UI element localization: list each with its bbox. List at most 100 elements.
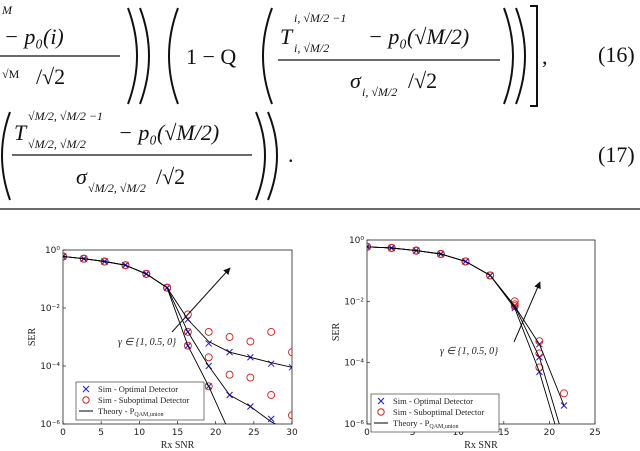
marker-circle <box>142 269 151 278</box>
legend-label: Theory - PQAM,union <box>393 418 459 430</box>
y-tick-label: 10⁻⁶ <box>40 420 60 430</box>
paren <box>168 7 179 105</box>
y-tick-label: 10⁻⁶ <box>344 420 364 430</box>
x-tick-label: 0 <box>364 428 370 438</box>
bracket <box>530 5 538 107</box>
legend-text: Sim - Optimal Detector <box>98 384 178 394</box>
marker-x <box>288 363 292 371</box>
eq-text: /√2 <box>156 164 185 189</box>
y-tick-label: 10⁻⁴ <box>40 362 60 372</box>
eq-text: √M/2, √M/2 <box>28 137 86 151</box>
legend-swatch <box>82 396 90 404</box>
marker-x <box>267 360 275 368</box>
legend-text: Theory - P <box>98 406 135 416</box>
eq-text: − p₀(i) <box>4 24 64 49</box>
marker-x <box>63 253 67 260</box>
chart: 0 5 10 15 20 25 10⁰ 10⁻² 10⁻⁴ 10⁻⁶ Rx SNR SER γ ∈ {1… <box>331 236 601 451</box>
eq-text: σ <box>76 164 88 189</box>
paren <box>503 7 526 105</box>
legend-swatch <box>82 385 90 393</box>
marker-circle <box>288 411 292 420</box>
eq-text: T <box>14 120 28 145</box>
annotation-arrow <box>171 267 231 333</box>
chart: 0 5 10 15 20 25 30 10⁰ 10⁻² 10⁻⁴ 10⁻⁶ Rx SNR SER γ ∈ … <box>27 246 298 451</box>
theory-line <box>367 246 565 406</box>
eq-text: − p₀(√M/2) <box>368 24 469 49</box>
eq-text: 1 − Q <box>186 44 236 69</box>
marker-circle <box>225 370 234 379</box>
eq-text: σ <box>350 68 362 93</box>
x-tick-label: 15 <box>498 428 509 438</box>
legend-subscript: QAM,union <box>134 412 163 418</box>
marker-circle <box>436 250 445 258</box>
marker-circle <box>204 353 213 362</box>
y-tick-label: 10⁰ <box>45 246 60 256</box>
marker-circle <box>183 341 192 350</box>
marker-circle <box>183 327 192 336</box>
marker-circle <box>486 271 495 280</box>
marker-circle <box>510 302 519 311</box>
paren <box>255 111 278 201</box>
theory-line <box>63 255 292 368</box>
legend-swatch <box>377 397 385 405</box>
plot-area <box>367 242 568 424</box>
legend-label: Theory - PQAM,union <box>98 406 164 418</box>
x-tick-label: 30 <box>286 428 298 438</box>
marker-circle <box>204 327 213 336</box>
marker-circle <box>246 337 255 346</box>
legend-label: Sim - Optimal Detector <box>98 384 178 394</box>
equation-17: T √M/2, √M/2 −1 √M/2, √M/2 − p₀(√M/2) σ … <box>1 109 635 201</box>
marker-x <box>205 340 213 347</box>
x-tick-label: 10 <box>452 428 464 438</box>
marker-circle <box>267 327 276 336</box>
eq-text: T <box>280 24 294 49</box>
annotation: γ ∈ {1, 0.5, 0} <box>440 346 498 357</box>
equation-16: M − p₀(i) √M /√2 1 − Q T i, √M/2 −1 i, √… <box>0 3 635 107</box>
paren <box>127 7 150 105</box>
legend-subscript: QAM,union <box>429 424 458 430</box>
marker-circle <box>461 257 470 266</box>
marker-x <box>367 243 371 251</box>
x-tick-label: 25 <box>248 428 259 438</box>
marker-circle <box>163 283 172 292</box>
eq-number: (17) <box>598 142 635 167</box>
legend-text: Sim - Suboptimal Detector <box>393 407 485 417</box>
annotation-arrow <box>513 281 541 343</box>
marker-circle <box>121 261 130 270</box>
legend-swatch <box>377 408 385 416</box>
y-tick-label: 10⁰ <box>349 236 364 246</box>
x-tick-label: 25 <box>589 428 600 438</box>
x-tick-label: 20 <box>544 428 556 438</box>
x-axis-label: Rx SNR <box>464 440 498 451</box>
x-tick-label: 10 <box>134 428 146 438</box>
marker-circle <box>204 382 213 391</box>
marker-x <box>560 402 568 409</box>
x-axis-label: Rx SNR <box>161 440 195 451</box>
legend-box <box>75 381 205 421</box>
eq-text: i, √M/2 <box>294 41 329 55</box>
eq-text: √M/2, √M/2 −1 <box>28 109 103 123</box>
eq-number: (16) <box>598 42 635 67</box>
x-tick-label: 5 <box>410 428 416 438</box>
eq-text: i, √M/2 <box>362 85 397 99</box>
marker-circle <box>267 391 276 399</box>
legend-text: Theory - P <box>393 418 430 428</box>
y-axis-label: SER <box>331 323 342 342</box>
legend-box <box>370 393 500 433</box>
legend-label: Sim - Suboptimal Detector <box>393 407 485 417</box>
eq-text: √M <box>2 67 20 81</box>
x-tick-label: 5 <box>98 428 104 438</box>
eq-text: , <box>542 44 548 69</box>
marker-x <box>267 415 275 423</box>
x-tick-label: 20 <box>210 428 222 438</box>
legend-label: Sim - Suboptimal Detector <box>98 395 190 405</box>
marker-circle <box>288 348 292 357</box>
eq-text: /√2 <box>36 64 65 89</box>
eq-text: . <box>288 142 294 167</box>
eq-text: M <box>1 3 13 17</box>
y-tick-label: 10⁻² <box>344 297 364 307</box>
marker-circle <box>560 389 568 398</box>
legend-label: Sim - Optimal Detector <box>393 396 473 406</box>
paren <box>262 7 273 105</box>
x-tick-label: 15 <box>172 428 183 438</box>
